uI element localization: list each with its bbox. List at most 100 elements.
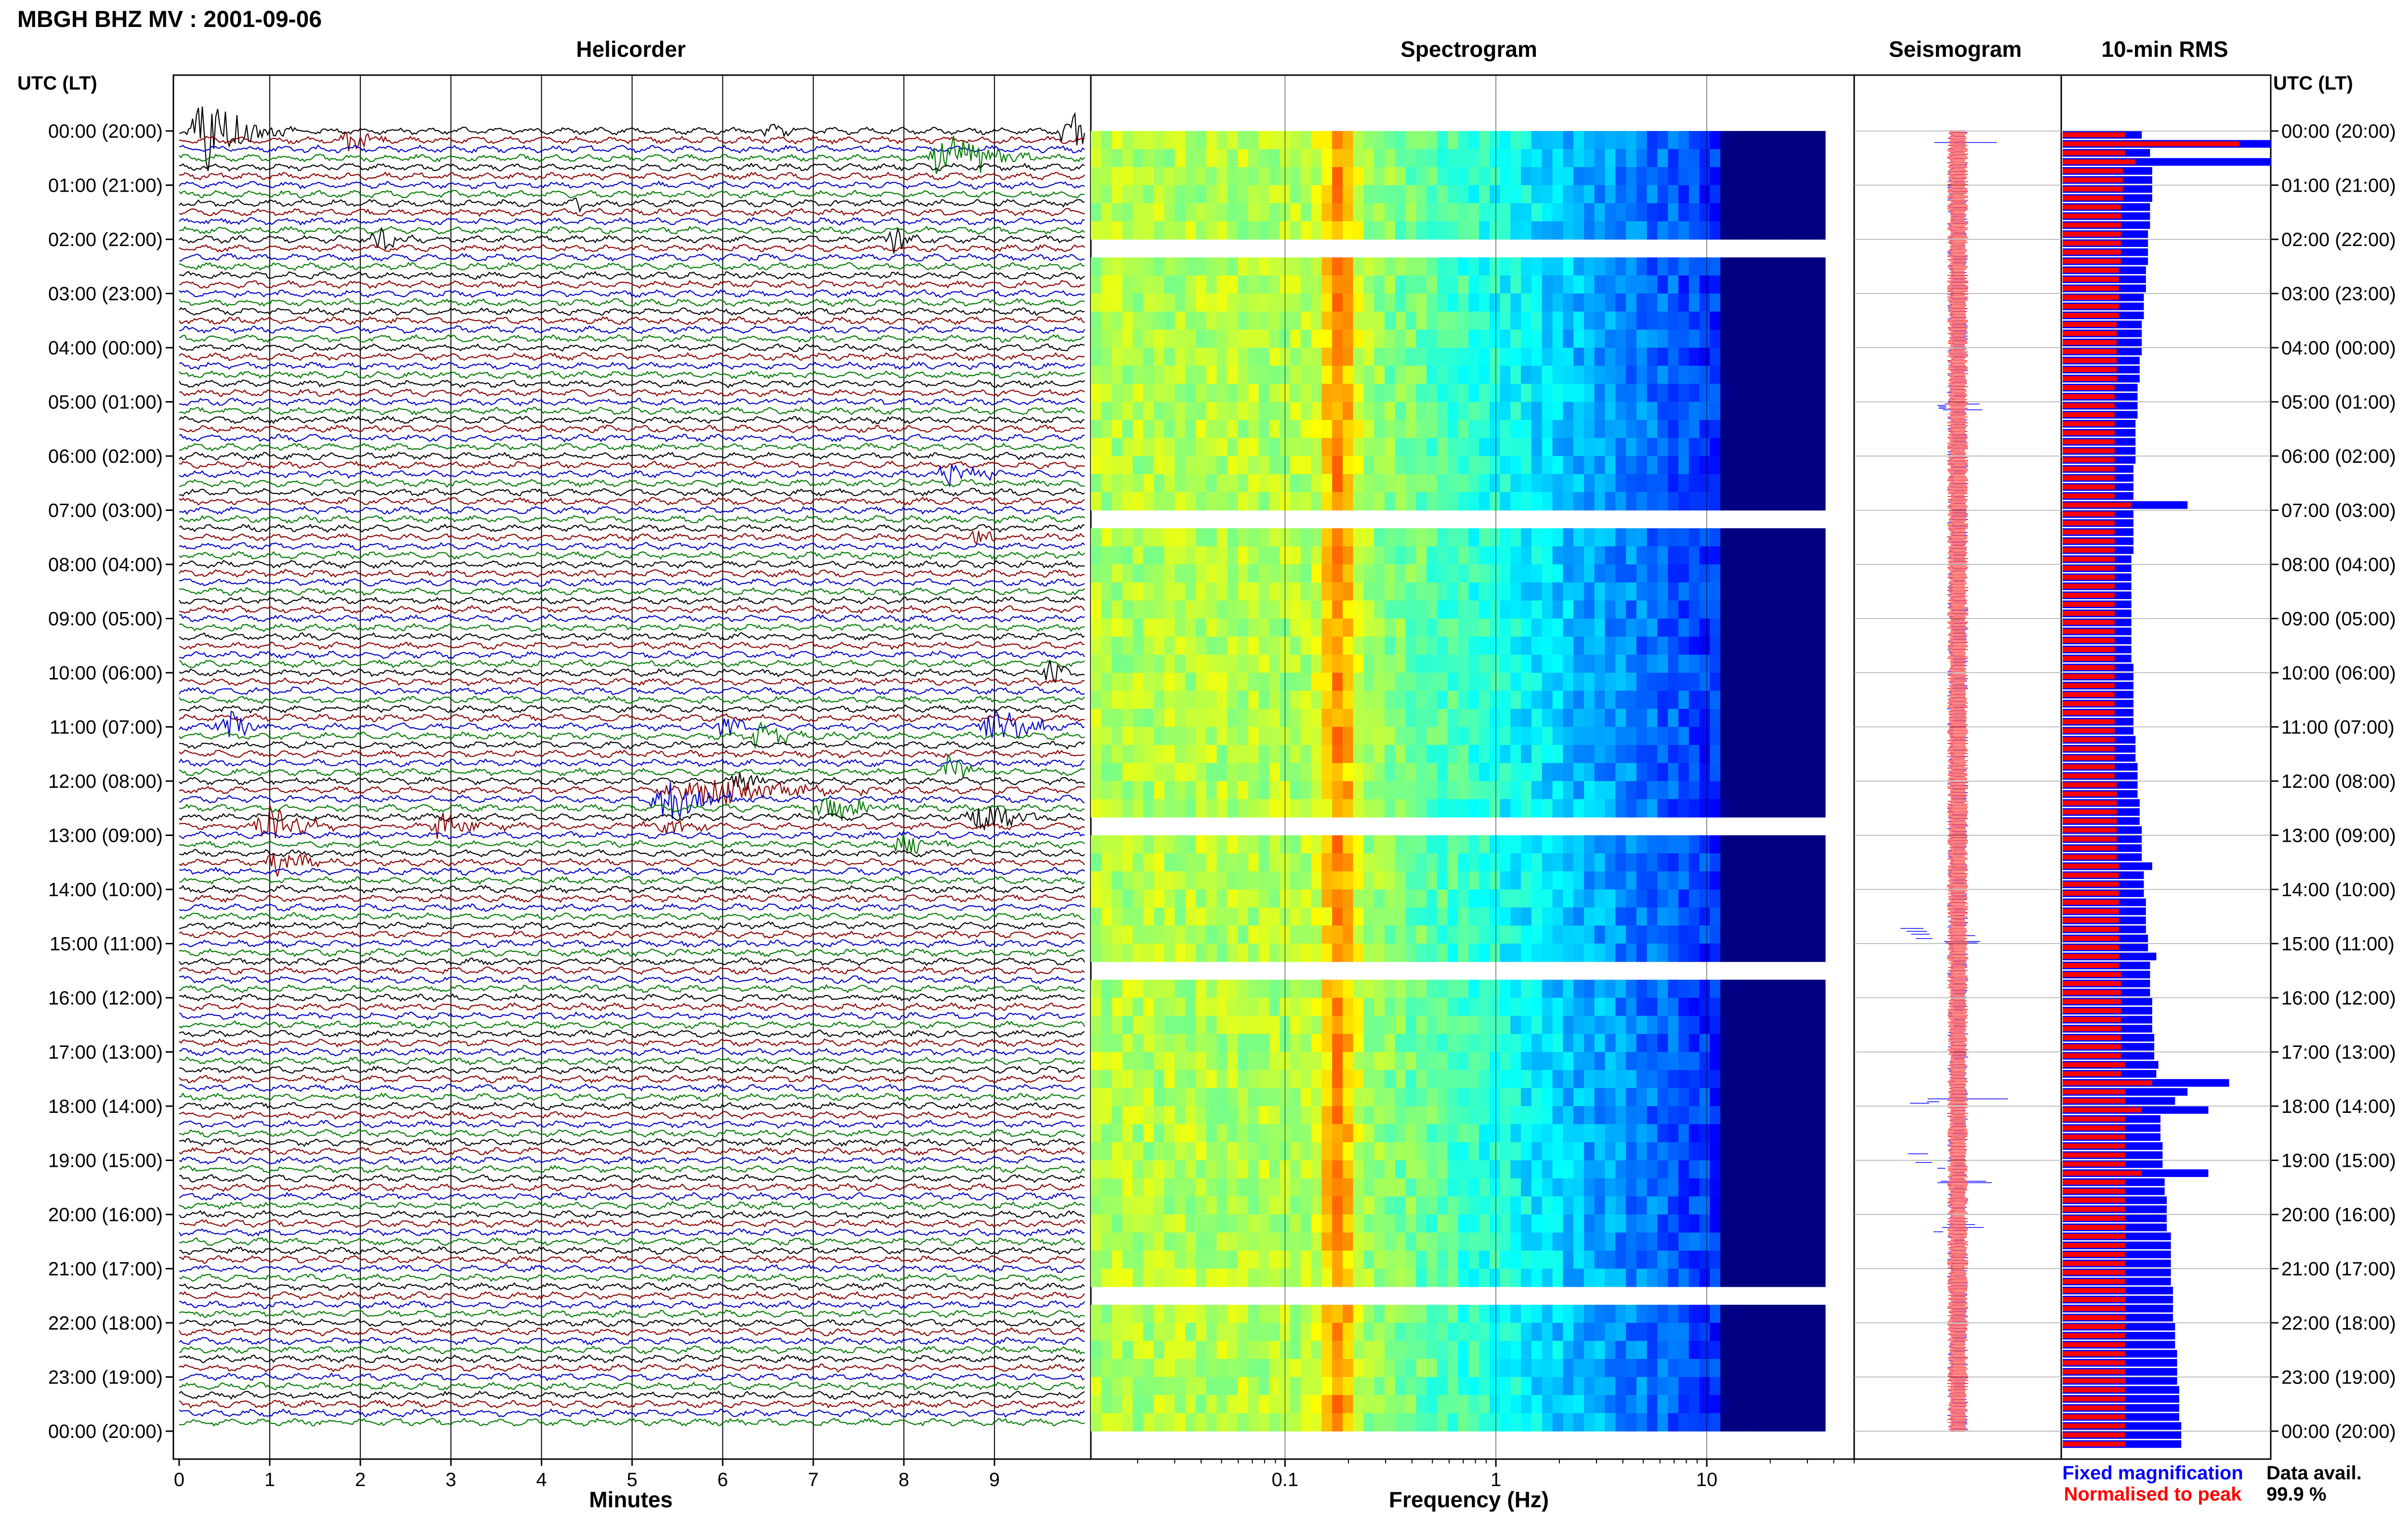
spectrogram-cell: [1700, 312, 1710, 330]
spectrogram-cell: [1479, 799, 1490, 818]
spectrogram-cell: [1752, 944, 1763, 962]
spectrogram-cell: [1437, 1305, 1448, 1323]
spectrogram-cell: [1731, 222, 1741, 240]
spectrogram-cell: [1595, 835, 1605, 854]
spectrogram-cell: [1091, 673, 1101, 691]
spectrogram-cell: [1112, 1016, 1123, 1034]
spectrogram-cell: [1490, 1377, 1500, 1396]
spectrogram-cell: [1227, 203, 1238, 222]
spectrogram-cell: [1154, 1124, 1165, 1143]
spectrogram-cell: [1783, 348, 1794, 366]
spectrogram-cell: [1689, 294, 1700, 312]
spectrogram-cell: [1783, 1161, 1794, 1179]
spectrogram-cell: [1143, 492, 1154, 510]
spectrogram-cell: [1762, 1395, 1773, 1413]
spectrogram-cell: [1332, 1359, 1343, 1377]
spectrogram-cell: [1259, 1413, 1269, 1432]
spectrogram-cell: [1458, 980, 1469, 998]
spectrogram-cell: [1112, 1323, 1123, 1341]
spectrogram-cell: [1710, 691, 1720, 709]
spectrogram-cell: [1626, 420, 1636, 438]
spectrogram-cell: [1322, 889, 1332, 908]
spectrogram-cell: [1752, 1034, 1763, 1052]
spectrogram-cell: [1353, 709, 1364, 727]
spectrogram-cell: [1416, 1395, 1426, 1413]
spectrogram-cell: [1206, 1124, 1217, 1143]
spectrogram-cell: [1531, 872, 1542, 890]
spectrogram-cell: [1343, 1323, 1353, 1341]
spectrogram-cell: [1290, 889, 1301, 908]
spectrogram-cell: [1479, 528, 1490, 547]
spectrogram-cell: [1458, 1269, 1469, 1287]
spectrogram-cell: [1595, 908, 1605, 926]
spectrogram-cell: [1143, 709, 1154, 727]
spectrogram-cell: [1426, 1269, 1437, 1287]
spectrogram-cell: [1248, 564, 1259, 583]
spectrogram-cell: [1521, 1088, 1531, 1107]
spectrogram-cell: [1343, 1178, 1353, 1197]
spectrogram-cell: [1248, 131, 1259, 149]
spectrogram-cell: [1479, 1251, 1490, 1269]
spectrogram-cell: [1154, 1341, 1165, 1359]
spectrogram-cell: [1343, 1359, 1353, 1377]
spectrogram-cell: [1605, 1142, 1616, 1161]
spectrogram-cell: [1584, 348, 1595, 366]
spectrogram-cell: [1595, 149, 1605, 168]
spectrogram-cell: [1322, 1214, 1332, 1233]
spectrogram-cell: [1206, 763, 1217, 782]
spectrogram-cell: [1615, 998, 1626, 1016]
spectrogram-cell: [1196, 456, 1206, 474]
spectrogram-cell: [1647, 149, 1658, 168]
spectrogram-cell: [1605, 1088, 1616, 1107]
spectrogram-cell: [1301, 583, 1311, 601]
spectrogram-cell: [1185, 438, 1196, 457]
spectrogram-cell: [1101, 1142, 1112, 1161]
rms-normalised-bar: [2063, 439, 2115, 444]
spectrogram-cell: [1490, 980, 1500, 998]
spectrogram-cell: [1437, 1161, 1448, 1179]
spectrogram-cell: [1259, 1233, 1269, 1251]
spectrogram-cell: [1678, 600, 1689, 619]
spectrogram-cell: [1636, 348, 1647, 366]
spectrogram-cell: [1269, 275, 1280, 294]
spectrogram-cell: [1206, 1106, 1217, 1124]
spectrogram-cell: [1689, 131, 1700, 149]
spectrogram-cell: [1426, 384, 1437, 402]
spectrogram-cell: [1710, 835, 1720, 854]
spectrogram-cell: [1626, 637, 1636, 655]
spectrogram-cell: [1615, 908, 1626, 926]
spectrogram-cell: [1217, 1106, 1227, 1124]
spectrogram-cell: [1595, 564, 1605, 583]
spectrogram-cell: [1710, 673, 1720, 691]
spectrogram-cell: [1332, 1142, 1343, 1161]
spectrogram-cell: [1217, 1070, 1227, 1088]
spectrogram-cell: [1416, 1233, 1426, 1251]
spectrogram-cell: [1143, 149, 1154, 168]
spectrogram-cell: [1710, 1214, 1720, 1233]
spectrogram-cell: [1185, 889, 1196, 908]
spectrogram-cell: [1595, 655, 1605, 673]
spectrogram-cell: [1259, 655, 1269, 673]
spectrogram-cell: [1301, 872, 1311, 890]
spectrogram-cell: [1804, 185, 1815, 204]
spectrogram-cell: [1343, 637, 1353, 655]
spectrogram-cell: [1185, 1178, 1196, 1197]
spectrogram-cell: [1437, 727, 1448, 745]
spectrogram-cell: [1301, 149, 1311, 168]
spectrogram-cell: [1112, 1197, 1123, 1215]
spectrogram-cell: [1752, 1359, 1763, 1377]
spectrogram-cell: [1133, 835, 1143, 854]
spectrogram-cell: [1804, 366, 1815, 384]
spectrogram-cell: [1143, 655, 1154, 673]
spectrogram-cell: [1374, 835, 1385, 854]
spectrogram-cell: [1448, 312, 1458, 330]
spectrogram-cell: [1605, 312, 1616, 330]
spectrogram-cell: [1311, 167, 1322, 185]
spectrogram-cell: [1510, 600, 1521, 619]
spectrogram-cell: [1700, 583, 1710, 601]
spectrogram-cell: [1542, 727, 1553, 745]
spectrogram-cell: [1448, 745, 1458, 763]
spectrogram-cell: [1668, 980, 1678, 998]
spectrogram-cell: [1542, 456, 1553, 474]
spectrogram-cell: [1804, 799, 1815, 818]
